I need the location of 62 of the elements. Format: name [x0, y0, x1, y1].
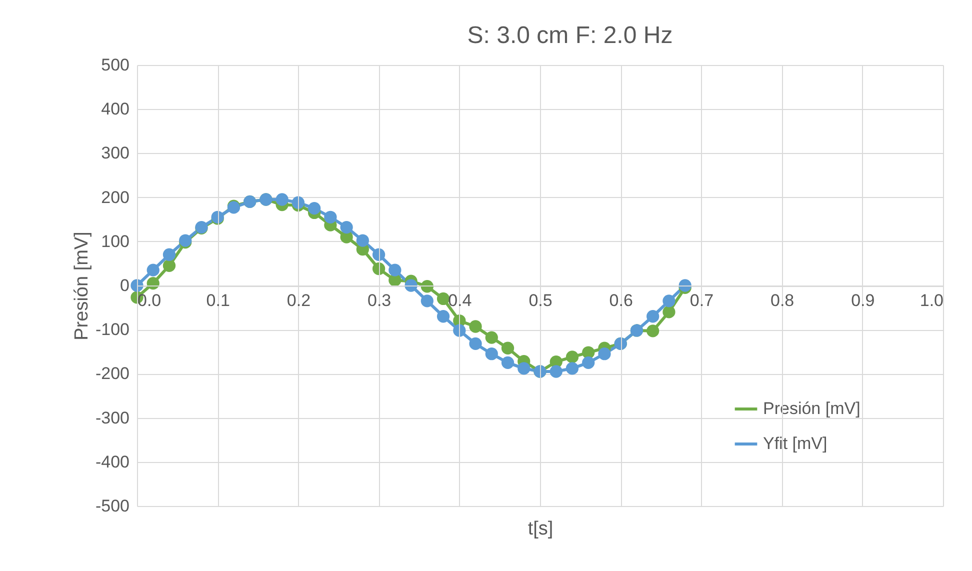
y-tick-label: -200	[95, 364, 130, 384]
point	[340, 220, 353, 234]
x-tick-label: 0.7	[690, 291, 714, 310]
legend-label: Presión [mV]	[763, 399, 860, 418]
point	[566, 350, 579, 364]
point	[646, 310, 660, 323]
legend-label: Yfit [mV]	[763, 434, 828, 453]
point	[372, 262, 386, 276]
point	[453, 324, 466, 337]
y-axis-title: Presión [mV]	[71, 232, 92, 340]
y-tick-label: 500	[101, 56, 130, 74]
x-tick-label: 0.3	[367, 291, 392, 310]
point	[485, 331, 498, 344]
y-tick-label: 400	[101, 100, 130, 119]
x-tick-label: 0.8	[770, 291, 794, 310]
point	[162, 248, 176, 261]
point	[566, 362, 579, 375]
x-tick-label: 0.5	[528, 291, 552, 310]
x-tick-label: 0.1	[206, 291, 230, 310]
y-tick-label: 0	[120, 276, 130, 295]
point	[436, 310, 450, 323]
point	[308, 202, 321, 215]
x-tick-label: 0.4	[448, 291, 472, 310]
point	[646, 324, 660, 338]
chart-title: S: 3.0 cm F: 2.0 Hz	[467, 22, 673, 49]
point	[372, 248, 386, 261]
point	[292, 196, 305, 209]
x-tick-label: 0.6	[609, 291, 633, 310]
point	[501, 356, 514, 369]
x-axis-title: t[s]	[528, 518, 554, 540]
point	[420, 294, 434, 308]
y-tick-label: 100	[101, 232, 130, 251]
x-tick-label: 0.2	[286, 291, 311, 310]
point	[662, 306, 676, 318]
y-tick-label: -400	[95, 452, 130, 472]
point	[678, 279, 692, 292]
y-tick-label: -300	[95, 408, 130, 428]
point	[356, 234, 370, 247]
point	[388, 264, 402, 276]
point	[485, 348, 498, 360]
point	[501, 342, 514, 354]
y-tick-label: 300	[101, 144, 130, 163]
point	[518, 362, 530, 375]
point	[662, 294, 676, 308]
point	[146, 264, 160, 276]
x-tick-label: 0.0	[138, 291, 162, 310]
point	[436, 292, 450, 306]
y-tick-label: 200	[101, 188, 130, 207]
y-tick-label: -100	[95, 320, 130, 340]
point	[420, 280, 434, 293]
point	[276, 193, 288, 206]
point	[469, 337, 482, 350]
point	[324, 210, 337, 224]
x-tick-label: 1.0	[920, 291, 944, 310]
y-tick-label: -500	[95, 496, 130, 516]
point	[162, 259, 176, 272]
point	[598, 348, 611, 360]
x-tick-label: 0.9	[851, 291, 875, 310]
point	[582, 356, 595, 369]
point	[146, 276, 160, 290]
point	[469, 320, 482, 333]
point	[550, 365, 562, 378]
